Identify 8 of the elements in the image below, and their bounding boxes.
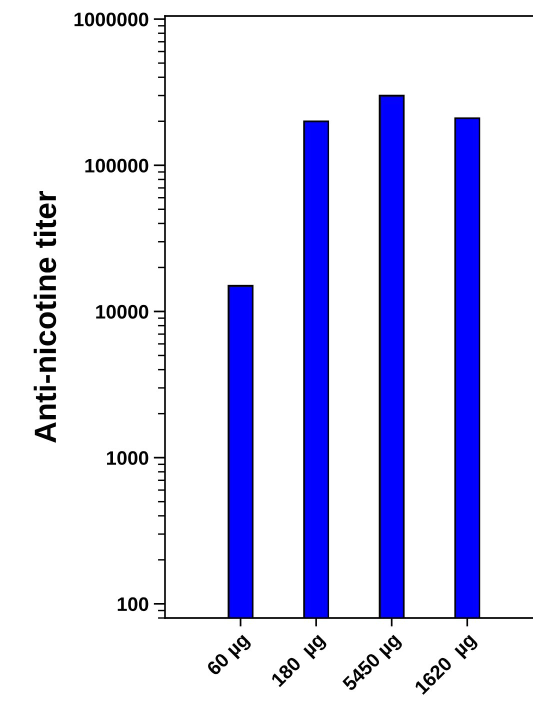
x-tick-label: 180 µg [270, 632, 328, 690]
y-tick-label: 100000 [85, 158, 148, 173]
y-tick-label: 100 [118, 597, 148, 612]
y-tick-label: 1000000 [74, 12, 148, 26]
y-tick-label: 1000 [107, 451, 148, 465]
x-tick-label: 60 µg [206, 632, 252, 679]
y-tick-label: 10000 [96, 304, 148, 319]
y-axis-title: Anti-nicotine titer [34, 190, 56, 443]
